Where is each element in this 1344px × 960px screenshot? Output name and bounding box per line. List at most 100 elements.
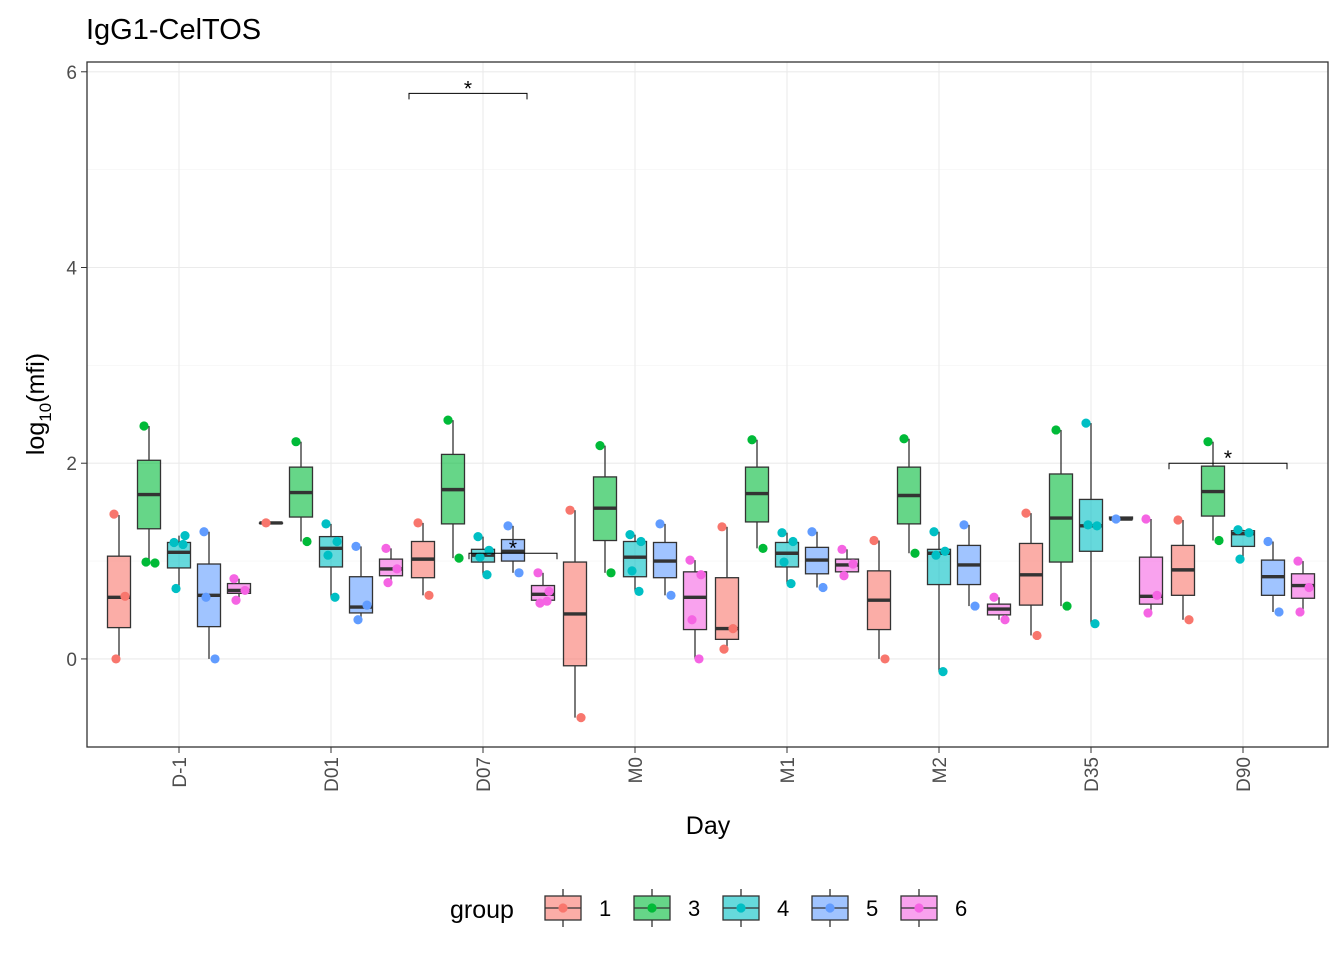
x-axis-title: Day bbox=[686, 812, 731, 840]
data-point bbox=[111, 654, 121, 664]
data-point bbox=[1090, 619, 1100, 629]
data-point bbox=[1293, 556, 1303, 566]
box-body bbox=[714, 577, 740, 641]
data-point bbox=[747, 435, 757, 445]
data-point bbox=[1051, 425, 1061, 435]
data-point bbox=[171, 583, 181, 594]
data-point bbox=[687, 615, 697, 625]
data-point bbox=[443, 415, 453, 425]
data-point bbox=[514, 568, 524, 578]
data-point bbox=[634, 586, 644, 597]
x-axis: D-1 D01 D07 M0 M1 M2 D35 D90 bbox=[170, 747, 1255, 792]
data-point bbox=[1083, 520, 1093, 530]
data-point bbox=[1143, 608, 1153, 618]
box-layer bbox=[106, 420, 1316, 718]
data-point bbox=[141, 557, 151, 567]
data-point bbox=[321, 519, 331, 529]
data-point bbox=[1141, 514, 1151, 524]
data-point bbox=[685, 555, 695, 565]
data-point bbox=[503, 521, 513, 531]
data-point bbox=[351, 541, 361, 551]
data-point bbox=[210, 654, 220, 664]
data-point bbox=[1295, 607, 1305, 617]
data-point bbox=[231, 595, 241, 605]
data-point bbox=[848, 559, 858, 569]
data-point bbox=[413, 518, 423, 528]
data-point bbox=[180, 531, 190, 541]
data-point bbox=[1111, 514, 1121, 524]
legend-key-point bbox=[825, 903, 835, 913]
data-point bbox=[719, 644, 729, 654]
y-tick-label: 2 bbox=[66, 454, 77, 475]
legend-label: 5 bbox=[866, 896, 878, 921]
legend-key-point bbox=[558, 903, 568, 913]
data-point bbox=[655, 519, 665, 529]
data-point bbox=[392, 564, 402, 574]
y-tick-label: 0 bbox=[66, 650, 77, 671]
legend-label: 6 bbox=[955, 896, 967, 921]
data-point bbox=[931, 550, 941, 560]
y-axis: 0 2 4 6 bbox=[66, 63, 87, 671]
data-point bbox=[1233, 525, 1243, 535]
box-body bbox=[226, 582, 252, 595]
data-point bbox=[109, 509, 119, 519]
data-point bbox=[1263, 536, 1273, 547]
data-point bbox=[880, 654, 890, 664]
data-point bbox=[291, 437, 301, 447]
y-axis-title-rest: (mfi) bbox=[22, 353, 50, 403]
data-point bbox=[717, 522, 727, 532]
data-point bbox=[786, 578, 796, 589]
legend-key-point bbox=[736, 903, 746, 913]
data-point bbox=[178, 539, 188, 550]
legend-key-point bbox=[914, 903, 924, 913]
data-point bbox=[1244, 528, 1254, 538]
data-point bbox=[1214, 535, 1224, 546]
legend-label: 3 bbox=[688, 896, 700, 921]
data-point bbox=[938, 667, 948, 677]
data-point bbox=[150, 558, 160, 568]
x-tick-label: M2 bbox=[930, 757, 951, 783]
data-point bbox=[535, 598, 545, 608]
significance-label: * bbox=[1224, 447, 1232, 470]
legend-key-point bbox=[647, 903, 657, 913]
data-point bbox=[323, 550, 333, 560]
data-point bbox=[1203, 437, 1213, 447]
data-point bbox=[229, 574, 239, 584]
data-point bbox=[777, 528, 787, 538]
x-tick-label: D90 bbox=[1234, 757, 1255, 792]
data-point bbox=[899, 434, 909, 444]
data-point bbox=[839, 571, 849, 581]
data-point bbox=[606, 568, 616, 578]
data-point bbox=[1235, 554, 1245, 564]
data-point bbox=[332, 536, 342, 547]
data-point bbox=[1184, 615, 1194, 625]
chart-title: IgG1-CelTOS bbox=[86, 14, 261, 46]
x-tick-label: D35 bbox=[1082, 757, 1103, 792]
data-point bbox=[302, 536, 312, 547]
data-point bbox=[636, 536, 646, 547]
legend: group 1 3 4 5 6 bbox=[450, 889, 967, 927]
x-tick-label: D-1 bbox=[170, 757, 191, 788]
data-point bbox=[424, 590, 434, 600]
data-point bbox=[240, 585, 250, 596]
data-point bbox=[1173, 515, 1183, 525]
data-point bbox=[565, 505, 575, 515]
box-body bbox=[106, 555, 132, 629]
x-tick-label: D07 bbox=[474, 757, 495, 792]
data-point bbox=[542, 596, 552, 606]
data-point bbox=[779, 557, 789, 567]
data-point bbox=[1081, 418, 1091, 428]
data-point bbox=[758, 543, 768, 553]
data-point bbox=[199, 527, 209, 537]
data-point bbox=[261, 518, 271, 528]
data-point bbox=[625, 530, 635, 540]
data-point bbox=[807, 527, 817, 537]
data-point bbox=[169, 537, 179, 548]
significance-bracket bbox=[408, 92, 528, 100]
significance-label: * bbox=[464, 77, 472, 100]
data-point bbox=[910, 548, 920, 558]
x-tick-label: D01 bbox=[322, 757, 343, 792]
data-point bbox=[728, 623, 738, 634]
x-tick-label: M0 bbox=[626, 757, 647, 783]
data-point bbox=[576, 713, 586, 723]
